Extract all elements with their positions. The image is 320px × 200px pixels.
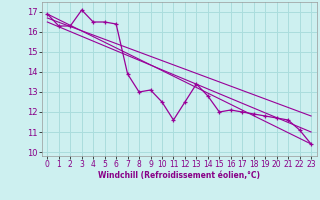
X-axis label: Windchill (Refroidissement éolien,°C): Windchill (Refroidissement éolien,°C): [98, 171, 260, 180]
